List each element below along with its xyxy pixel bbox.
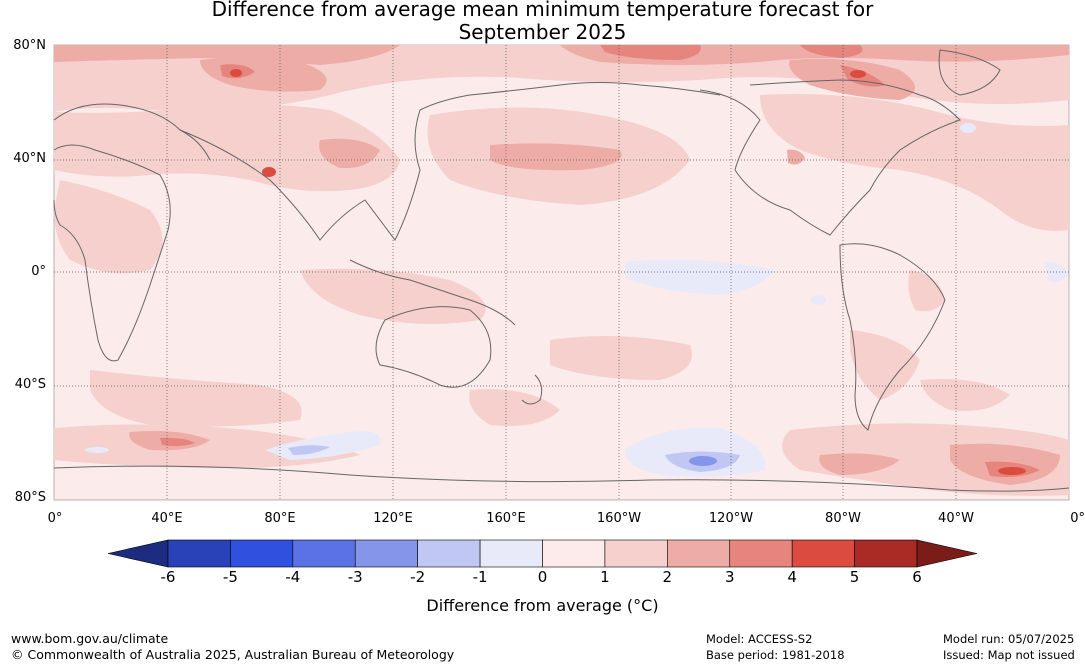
map-title-line2: September 2025 <box>458 20 627 44</box>
colorbar-tick-label: 6 <box>912 568 922 586</box>
anomaly-patch <box>819 453 900 475</box>
anomaly-patch <box>262 167 276 177</box>
lon-label-40e: 40°E <box>151 511 183 526</box>
colorbar-segment <box>729 539 793 568</box>
colorbar-tick-label: -3 <box>347 568 363 586</box>
coastlines <box>53 49 1070 492</box>
colorbar-tick-label: -4 <box>285 568 301 586</box>
anomaly-patch <box>908 270 945 312</box>
lat-label-40n: 40°N <box>13 151 46 166</box>
colorbar-segment <box>417 539 481 568</box>
lon-label-0: 0° <box>47 511 63 526</box>
anomaly-patch <box>600 45 701 60</box>
anomaly-patch <box>787 149 805 165</box>
anomaly-patch <box>550 336 692 380</box>
lat-label-80n: 80°N <box>13 38 46 53</box>
anomaly-patch <box>850 330 920 400</box>
lon-label-160w: 160°W <box>596 511 642 526</box>
coastline <box>375 306 492 388</box>
colorbar-segment <box>292 539 356 568</box>
colorbar-tick-label: -5 <box>222 568 238 586</box>
anomaly-patch <box>625 259 775 295</box>
anomaly-patch <box>85 447 109 453</box>
lon-label-120e: 120°E <box>373 511 413 526</box>
footer-website: www.bom.gov.au/climate <box>11 631 169 646</box>
anomaly-patch <box>998 467 1026 475</box>
colorbar <box>107 539 978 568</box>
anomaly-4to5-regions <box>230 69 1026 475</box>
coastline <box>53 103 211 161</box>
anomaly-patch <box>54 104 400 192</box>
coastline <box>938 49 1001 96</box>
coastline <box>699 79 961 236</box>
colorbar-tick-label: -2 <box>410 568 426 586</box>
colorbar-segment <box>479 539 543 568</box>
anomaly-cool3-regions <box>689 456 717 466</box>
colorbar-tick-label: 2 <box>662 568 673 586</box>
footer-model: Model: ACCESS-S2 <box>706 632 813 646</box>
anomaly-patch <box>90 370 302 427</box>
lon-label-0-right: 0° <box>1070 511 1085 526</box>
colorbar-extend-high <box>916 539 978 568</box>
lat-label-40s: 40°S <box>14 377 46 392</box>
anomaly-patch <box>469 389 560 426</box>
anomaly-patch <box>800 45 863 58</box>
lon-label-40w: 40°W <box>938 511 974 526</box>
lon-label-160e: 160°E <box>486 511 526 526</box>
anomaly-patch <box>160 437 195 447</box>
coastline <box>349 259 516 326</box>
colorbar-tick-label: 5 <box>849 568 860 586</box>
colorbar-segment <box>230 539 294 568</box>
coastline <box>521 374 543 405</box>
footer-base-period: Base period: 1981-2018 <box>706 648 845 662</box>
colorbar-tick-label: 0 <box>537 568 548 586</box>
map-title-line1: Difference from average mean minimum tem… <box>211 0 874 21</box>
colorbar-segment <box>791 539 855 568</box>
colorbar-segment <box>604 539 668 568</box>
colorbar-tick-label: 4 <box>787 568 797 586</box>
anomaly-patch <box>920 379 1010 411</box>
lon-label-80e: 80°E <box>264 511 296 526</box>
coastline <box>53 465 1070 492</box>
lat-label-0: 0° <box>31 264 46 279</box>
colorbar-extend-low <box>107 539 169 568</box>
anomaly-patch <box>810 295 826 305</box>
anomaly-patch <box>850 70 866 78</box>
coastline <box>179 82 721 241</box>
anomaly-patch <box>300 268 486 324</box>
anomaly-patch <box>960 123 976 133</box>
anomaly-patch <box>490 143 622 171</box>
colorbar-tick-label: 3 <box>724 568 735 586</box>
lat-label-80s: 80°S <box>14 490 46 505</box>
footer-model-run: Model run: 05/07/2025 <box>943 632 1075 646</box>
colorbar-segment <box>167 539 231 568</box>
colorbar-segment <box>667 539 731 568</box>
lon-label-120w: 120°W <box>708 511 754 526</box>
anomaly-patch <box>689 456 717 466</box>
colorbar-label: Difference from average (°C) <box>426 596 659 615</box>
footer-issued: Issued: Map not issued <box>943 648 1075 662</box>
colorbar-segment <box>542 539 606 568</box>
anomaly-patch <box>288 445 330 455</box>
footer-copyright: © Commonwealth of Australia 2025, Austra… <box>11 647 455 662</box>
colorbar-segment <box>854 539 918 568</box>
colorbar-tick-label: -6 <box>160 568 176 586</box>
graticule <box>54 45 1069 500</box>
colorbar-tick-label: -1 <box>472 568 488 586</box>
lon-label-80w: 80°W <box>825 511 861 526</box>
coastline <box>839 243 946 431</box>
anomaly-patch <box>760 94 1069 231</box>
anomaly-patch <box>54 45 400 65</box>
anomaly-patch <box>230 69 242 77</box>
anomaly-patch <box>319 138 380 169</box>
colorbar-tick-label: 1 <box>600 568 610 586</box>
coastline <box>53 144 171 362</box>
colorbar-segment <box>354 539 418 568</box>
